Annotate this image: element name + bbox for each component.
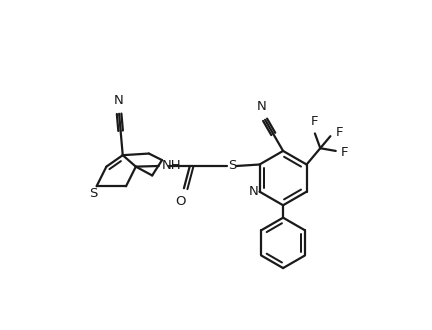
Text: NH: NH (162, 159, 181, 173)
Text: O: O (175, 195, 186, 209)
Text: N: N (257, 100, 267, 113)
Text: N: N (249, 185, 258, 198)
Text: F: F (311, 115, 319, 128)
Text: N: N (114, 94, 124, 107)
Text: F: F (341, 146, 349, 159)
Text: S: S (89, 187, 98, 200)
Text: S: S (228, 159, 237, 173)
Text: F: F (336, 126, 343, 139)
